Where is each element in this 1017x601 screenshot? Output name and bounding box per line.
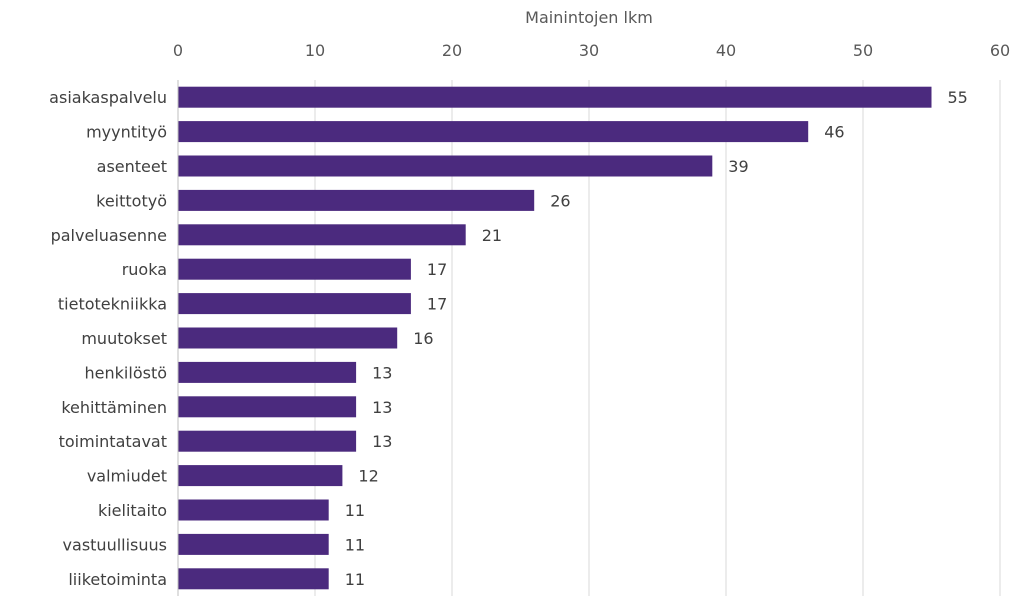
data-label: 17 xyxy=(427,260,447,279)
data-label: 13 xyxy=(372,398,392,417)
data-label: 21 xyxy=(482,226,502,245)
bar-keittotyö xyxy=(178,189,535,211)
data-label: 16 xyxy=(413,329,433,348)
bar-tietotekniikka xyxy=(178,293,411,315)
data-label: 17 xyxy=(427,295,447,314)
x-axis-title: Mainintojen lkm xyxy=(525,8,653,27)
data-labels: 55 46 39 26 21 17 17 16 13 13 13 12 11 11 11 xyxy=(345,88,968,589)
bar-liiketoiminta xyxy=(178,568,329,590)
category-label: asiakaspalvelu xyxy=(49,88,167,107)
x-tick-label: 30 xyxy=(579,41,599,60)
category-label: asenteet xyxy=(97,157,167,176)
bar-myyntityö xyxy=(178,121,809,143)
x-axis-ticks: 0 10 20 30 40 50 60 xyxy=(173,41,1010,60)
x-tick-label: 60 xyxy=(990,41,1010,60)
bar-kehittäminen xyxy=(178,396,357,418)
category-label: valmiudet xyxy=(87,467,167,486)
bar-asiakaspalvelu xyxy=(178,86,932,108)
bar-kielitaito xyxy=(178,499,329,521)
x-tick-label: 0 xyxy=(173,41,183,60)
data-label: 55 xyxy=(948,88,968,107)
x-tick-label: 20 xyxy=(442,41,462,60)
category-labels: asiakaspalvelu myyntityö asenteet keittotyö… xyxy=(49,88,167,589)
data-label: 11 xyxy=(345,535,365,554)
bar-muutokset xyxy=(178,327,398,349)
bar-asenteet xyxy=(178,155,713,177)
category-label: ruoka xyxy=(122,260,167,279)
data-label: 13 xyxy=(372,432,392,451)
data-label: 26 xyxy=(550,191,570,210)
category-label: kielitaito xyxy=(98,501,167,520)
data-label: 46 xyxy=(824,123,844,142)
bar-vastuullisuus xyxy=(178,533,329,555)
data-label: 13 xyxy=(372,363,392,382)
bar-henkilöstö xyxy=(178,361,357,383)
category-label: kehittäminen xyxy=(61,398,167,417)
data-label: 11 xyxy=(345,501,365,520)
bar-valmiudet xyxy=(178,465,343,487)
category-label: muutokset xyxy=(81,329,167,348)
x-tick-label: 40 xyxy=(716,41,736,60)
x-tick-label: 10 xyxy=(305,41,325,60)
category-label: liiketoiminta xyxy=(68,570,167,589)
category-label: henkilöstö xyxy=(85,363,167,382)
x-tick-label: 50 xyxy=(853,41,873,60)
bar-palveluasenne xyxy=(178,224,466,246)
bar-ruoka xyxy=(178,258,411,280)
category-label: tietotekniikka xyxy=(58,295,167,314)
category-label: myyntityö xyxy=(86,123,167,142)
category-label: keittotyö xyxy=(96,191,167,210)
bars xyxy=(178,86,932,590)
category-label: toimintatavat xyxy=(59,432,167,451)
category-label: vastuullisuus xyxy=(63,535,167,554)
data-label: 11 xyxy=(345,570,365,589)
category-label: palveluasenne xyxy=(51,226,167,245)
bar-toimintatavat xyxy=(178,430,357,452)
data-label: 12 xyxy=(358,467,378,486)
data-label: 39 xyxy=(728,157,748,176)
